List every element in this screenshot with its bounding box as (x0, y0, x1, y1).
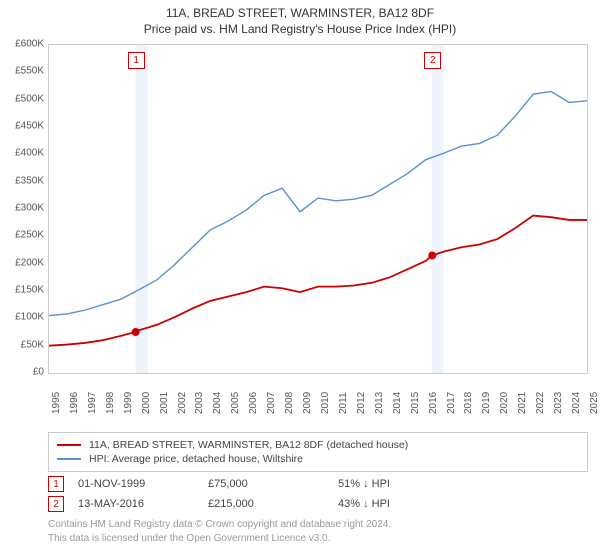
sale-row-1: 1 01-NOV-1999 £75,000 51% ↓ HPI (48, 476, 588, 492)
x-tick: 1999 (123, 392, 134, 414)
y-tick: £450K (4, 121, 44, 132)
y-tick: £50K (4, 339, 44, 350)
x-tick: 2012 (356, 392, 367, 414)
chart-badge-1: 1 (128, 52, 145, 69)
x-tick: 2008 (284, 392, 295, 414)
y-tick: £350K (4, 175, 44, 186)
x-tick: 1998 (105, 392, 116, 414)
y-tick: £0 (4, 367, 44, 378)
x-tick: 2011 (338, 392, 349, 414)
x-tick: 1995 (51, 392, 62, 414)
legend-item-hpi: HPI: Average price, detached house, Wilt… (57, 453, 579, 465)
x-tick: 1997 (87, 392, 98, 414)
x-tick: 2025 (589, 392, 600, 414)
chart-legend: 11A, BREAD STREET, WARMINSTER, BA12 8DF … (48, 432, 588, 472)
y-tick: £250K (4, 230, 44, 241)
sale-delta-1: 51% ↓ HPI (338, 478, 468, 490)
x-tick: 2023 (553, 392, 564, 414)
x-tick: 2020 (499, 392, 510, 414)
sales-table: 1 01-NOV-1999 £75,000 51% ↓ HPI 2 13-MAY… (48, 472, 588, 516)
y-tick: £400K (4, 148, 44, 159)
x-tick: 2010 (320, 392, 331, 414)
legend-item-property: 11A, BREAD STREET, WARMINSTER, BA12 8DF … (57, 439, 579, 451)
sale-badge-1: 1 (48, 476, 64, 492)
x-tick: 2000 (141, 392, 152, 414)
chart-badge-2: 2 (424, 52, 441, 69)
sale-badge-2: 2 (48, 496, 64, 512)
sale-price-1: £75,000 (208, 478, 338, 490)
x-tick: 2006 (248, 392, 259, 414)
x-tick: 2017 (446, 392, 457, 414)
sale-date-1: 01-NOV-1999 (78, 478, 208, 490)
sale-price-2: £215,000 (208, 498, 338, 510)
chart-title-address: 11A, BREAD STREET, WARMINSTER, BA12 8DF (0, 6, 600, 20)
sale-date-2: 13-MAY-2016 (78, 498, 208, 510)
x-tick: 2005 (230, 392, 241, 414)
x-tick: 2015 (410, 392, 421, 414)
y-tick: £600K (4, 39, 44, 50)
x-tick: 2014 (392, 392, 403, 414)
sale-delta-2: 43% ↓ HPI (338, 498, 468, 510)
x-tick: 2009 (302, 392, 313, 414)
x-tick: 2016 (428, 392, 439, 414)
footer-attribution: Contains HM Land Registry data © Crown c… (48, 518, 588, 545)
y-tick: £300K (4, 203, 44, 214)
y-tick: £100K (4, 312, 44, 323)
x-tick: 2003 (194, 392, 205, 414)
x-tick: 2019 (481, 392, 492, 414)
chart-title-sub: Price paid vs. HM Land Registry's House … (0, 22, 600, 36)
x-tick: 2001 (159, 392, 170, 414)
x-tick: 2021 (517, 392, 528, 414)
x-axis-ticks: 1995 1996 1997 1998 1999 2000 2001 2002 2003 2004… (48, 376, 588, 428)
x-tick: 2018 (463, 392, 474, 414)
x-tick: 2024 (571, 392, 582, 414)
y-tick: £200K (4, 257, 44, 268)
sale-row-2: 2 13-MAY-2016 £215,000 43% ↓ HPI (48, 496, 588, 512)
chart-plot-area (48, 44, 588, 374)
x-tick: 2022 (535, 392, 546, 414)
x-tick: 2002 (177, 392, 188, 414)
y-tick: £500K (4, 93, 44, 104)
x-tick: 2007 (266, 392, 277, 414)
x-tick: 2013 (374, 392, 385, 414)
y-tick: £150K (4, 285, 44, 296)
y-tick: £550K (4, 66, 44, 77)
x-tick: 2004 (212, 392, 223, 414)
x-tick: 1996 (69, 392, 80, 414)
